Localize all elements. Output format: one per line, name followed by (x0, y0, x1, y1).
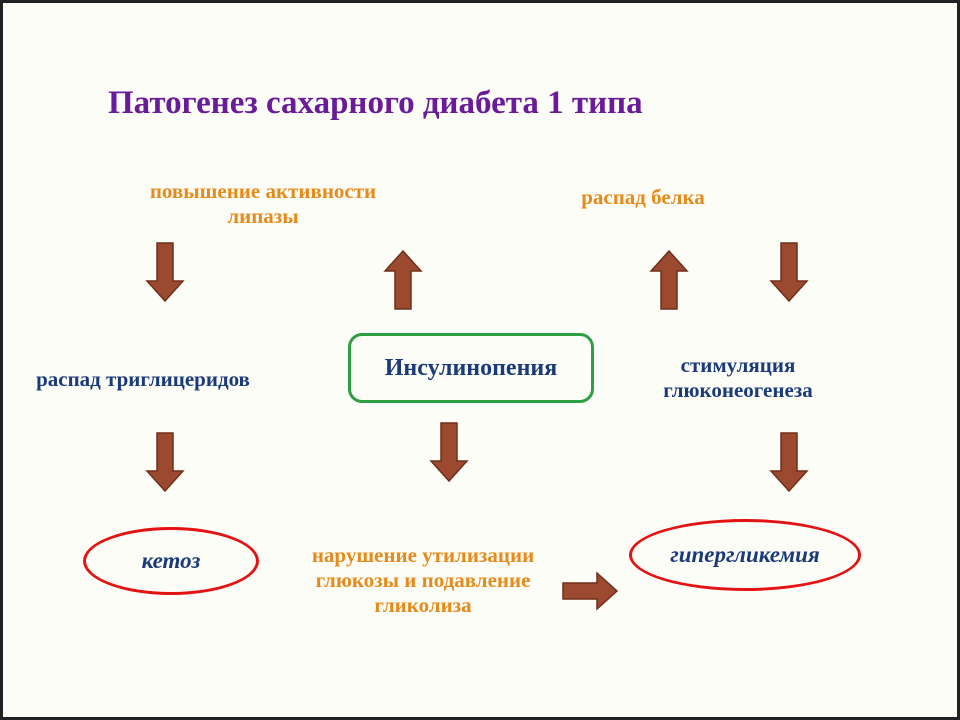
arrow-triglycerides-to-ketosis (147, 433, 183, 491)
arrow-center-to-lipase (385, 251, 421, 309)
arrows-layer (3, 3, 960, 720)
arrow-gluconeo-to-hyper (771, 433, 807, 491)
arrow-center-to-glycolysis (431, 423, 467, 481)
slide-canvas: Патогенез сахарного диабета 1 типа Инсул… (0, 0, 960, 720)
arrow-center-to-protein (651, 251, 687, 309)
arrow-protein-to-gluconeo (771, 243, 807, 301)
arrow-lipase-to-triglycerides (147, 243, 183, 301)
arrow-glycolysis-to-hyper (563, 573, 617, 609)
